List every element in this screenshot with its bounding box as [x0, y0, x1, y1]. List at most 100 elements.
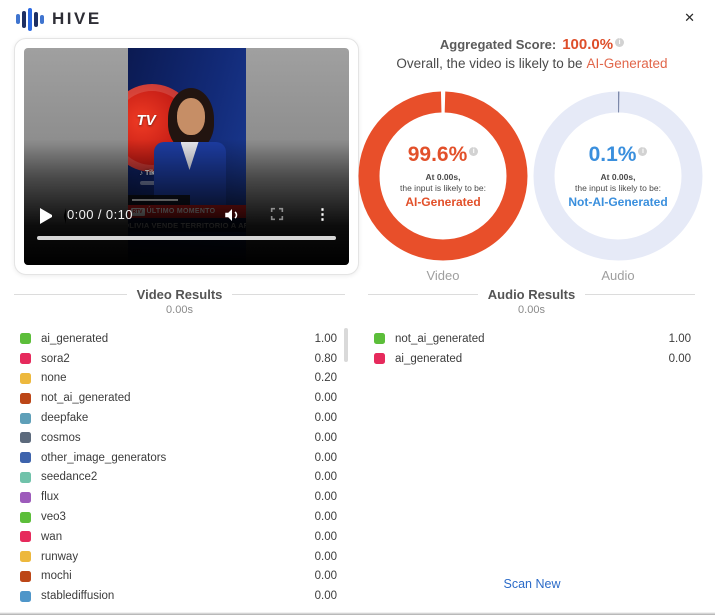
classifier-label: ai_generated	[41, 332, 109, 345]
brand-name: HIVE	[52, 9, 102, 28]
audio-results-timestamp: 0.00s	[518, 304, 545, 316]
audio-gauge-label: Audio	[601, 268, 635, 283]
classifier-color-swatch	[20, 551, 31, 563]
volume-button[interactable]	[223, 206, 241, 227]
close-icon: ✕	[684, 10, 695, 25]
classifier-color-swatch	[374, 333, 385, 345]
fullscreen-icon	[270, 207, 284, 221]
result-row: flux 0.00	[14, 487, 345, 507]
classifier-label: veo3	[41, 511, 66, 524]
video-gauge: 99.6% i At 0.00s, the input is likely to …	[358, 91, 528, 283]
audio-verdict: Not-AI-Generated	[568, 194, 668, 209]
result-row: ai_generated 1.00	[14, 329, 345, 349]
video-player-card: TV ♪ TikTok RTV ÚLTIMO MOMENTO BOLIVIA V…	[14, 38, 359, 275]
classifier-label: cosmos	[41, 431, 81, 444]
classifier-color-swatch	[20, 570, 31, 582]
classifier-color-swatch	[20, 372, 31, 384]
classifier-color-swatch	[20, 333, 31, 345]
player-controls: 0:00 / 0:10 ⋮	[24, 205, 349, 225]
classifier-score: 1.00	[314, 332, 337, 345]
overall-verdict: AI-Generated	[586, 56, 668, 71]
video-results-scrollbar[interactable]	[344, 328, 348, 362]
classifier-score: 0.00	[668, 352, 691, 365]
result-row: ai_generated 0.00	[368, 349, 695, 369]
classifier-score: 0.00	[314, 471, 337, 484]
result-row: wan 0.00	[14, 527, 345, 547]
classifier-score: 0.00	[314, 491, 337, 504]
more-options-button[interactable]: ⋮	[315, 206, 330, 224]
classifier-label: other_image_generators	[41, 451, 167, 464]
classifier-color-swatch	[20, 412, 31, 424]
info-icon[interactable]: i	[638, 146, 648, 156]
audio-results-list: not_ai_generated 1.00 ai_generated 0.00	[368, 329, 695, 369]
video-results-section: Video Results 0.00s ai_generated 1.00 so…	[14, 287, 346, 606]
result-row: not_ai_generated 0.00	[14, 388, 345, 408]
classifier-score: 0.00	[314, 590, 337, 603]
overall-verdict-line: Overall, the video is likely to be AI-Gen…	[362, 56, 702, 71]
result-row: deepfake 0.00	[14, 408, 345, 428]
result-row: other_image_generators 0.00	[14, 448, 345, 468]
result-row: seedance2 0.00	[14, 468, 345, 488]
aggregated-score-line: Aggregated Score: 100.0% i	[362, 36, 702, 53]
kebab-icon: ⋮	[315, 206, 330, 223]
video-player[interactable]: TV ♪ TikTok RTV ÚLTIMO MOMENTO BOLIVIA V…	[24, 48, 349, 265]
classifier-label: seedance2	[41, 471, 98, 484]
music-note-icon: ♪	[139, 170, 144, 177]
classifier-label: none	[41, 372, 67, 385]
audio-results-title: Audio Results	[487, 287, 576, 302]
classifier-color-swatch	[20, 491, 31, 503]
classifier-color-swatch	[20, 531, 31, 543]
classifier-label: wan	[41, 530, 63, 543]
classifier-score: 1.00	[668, 332, 691, 345]
video-score: 99.6% i	[408, 144, 479, 165]
classifier-score: 0.00	[314, 511, 337, 524]
classifier-label: sora2	[41, 352, 70, 365]
classifier-color-swatch	[20, 511, 31, 523]
video-frame: TV ♪ TikTok RTV ÚLTIMO MOMENTO BOLIVIA V…	[127, 48, 246, 265]
audio-results-section: Audio Results 0.00s not_ai_generated 1.0…	[368, 287, 695, 369]
audio-donut-chart	[533, 91, 703, 261]
inner-video-scrubber	[127, 195, 190, 205]
info-icon[interactable]: i	[469, 146, 479, 156]
hive-logo: HIVE	[16, 7, 102, 31]
info-icon[interactable]: i	[615, 37, 625, 47]
audio-gauge-readout: 0.1% i At 0.00s, the input is likely to b…	[563, 121, 673, 231]
aggregated-summary: Aggregated Score: 100.0% i Overall, the vi…	[362, 36, 702, 71]
classifier-score: 0.20	[314, 372, 337, 385]
news-anchor-shirt	[180, 142, 199, 170]
result-row: veo3 0.00	[14, 507, 345, 527]
video-gauge-readout: 99.6% i At 0.00s, the input is likely to …	[388, 121, 498, 231]
video-donut-chart	[358, 91, 528, 261]
play-button[interactable]	[40, 208, 66, 224]
classifier-label: stablediffusion	[41, 590, 115, 603]
classifier-score: 0.00	[314, 570, 337, 583]
video-results-timestamp: 0.00s	[166, 304, 193, 316]
result-row: none 0.20	[14, 369, 345, 389]
result-row: stablediffusion 0.00	[14, 586, 345, 606]
classifier-color-swatch	[20, 452, 31, 464]
scan-new-link[interactable]: Scan New	[503, 577, 561, 591]
progress-bar[interactable]	[37, 236, 336, 240]
video-at-time: At 0.00s,	[425, 171, 461, 182]
video-verdict: AI-Generated	[405, 194, 481, 209]
classifier-label: mochi	[41, 570, 72, 583]
classifier-color-swatch	[20, 353, 31, 365]
classifier-score: 0.00	[314, 451, 337, 464]
video-likely-text: the input is likely to be:	[400, 182, 486, 193]
aggregated-score-label: Aggregated Score:	[439, 37, 557, 52]
classifier-score: 0.00	[314, 412, 337, 425]
result-row: mochi 0.00	[14, 567, 345, 587]
result-row: not_ai_generated 1.00	[368, 329, 695, 349]
close-button[interactable]: ✕	[680, 7, 699, 28]
fullscreen-button[interactable]	[269, 206, 285, 225]
overall-prefix: Overall, the video is likely to be	[396, 56, 583, 71]
audio-score: 0.1% i	[589, 144, 648, 165]
classifier-label: flux	[41, 491, 59, 504]
audio-at-time: At 0.00s,	[600, 171, 636, 182]
hive-logo-icon	[16, 7, 44, 31]
channel-logo: TV	[136, 112, 156, 129]
time-display: 0:00 / 0:10	[67, 207, 133, 222]
classifier-label: not_ai_generated	[41, 392, 131, 405]
classifier-color-swatch	[20, 471, 31, 483]
